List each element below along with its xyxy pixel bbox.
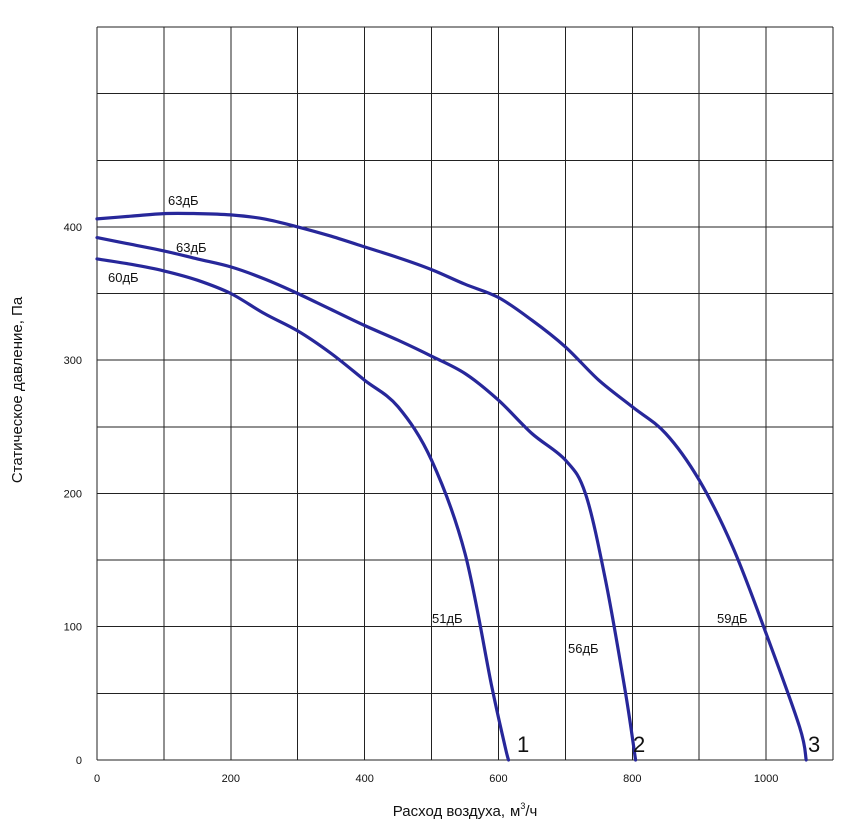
curve-number-2: 2 (633, 732, 645, 757)
series-line-3 (95, 211, 808, 762)
y-tick-label: 100 (64, 622, 82, 634)
x-tick-label: 200 (222, 773, 240, 785)
series-label-top-2: 63дБ (176, 240, 207, 255)
curve-number-1: 1 (517, 732, 529, 757)
y-tick-label: 200 (64, 488, 82, 500)
x-axis-unit: м3/ч (510, 801, 537, 820)
x-tick-label: 1000 (754, 773, 778, 785)
x-tick-label: 0 (94, 773, 100, 785)
x-axis-title: Расход воздуха, (393, 803, 505, 820)
y-tick-label: 0 (76, 755, 82, 767)
y-axis-title: Статическое давление, Па (9, 296, 26, 483)
curve-number-3: 3 (808, 732, 820, 757)
series-label-bottom-2: 56дБ (568, 641, 599, 656)
x-axis-unit-rest: /ч (525, 803, 537, 820)
series-lines (95, 211, 808, 762)
y-tick-label: 400 (64, 222, 82, 234)
series-label-bottom-1: 51дБ (432, 611, 463, 626)
series-label-top-3: 63дБ (168, 193, 199, 208)
series-labels: 60дБ 51дБ 1 63дБ 56дБ 2 63дБ 59дБ 3 (108, 193, 820, 757)
y-tick-label: 300 (64, 355, 82, 367)
x-tick-label: 400 (355, 773, 373, 785)
series-label-top-1: 60дБ (108, 270, 139, 285)
x-axis-unit-base: м (510, 803, 520, 820)
series-line-2 (95, 236, 638, 762)
series-line-1 (95, 257, 511, 762)
x-tick-label: 800 (623, 773, 641, 785)
x-axis-unit-sup: 3 (520, 801, 525, 811)
series-label-bottom-3: 59дБ (717, 611, 748, 626)
grid (96, 26, 834, 761)
x-tick-label: 600 (489, 773, 507, 785)
tick-labels: 0 200 400 600 800 1000 0 100 200 300 400 (64, 222, 779, 785)
